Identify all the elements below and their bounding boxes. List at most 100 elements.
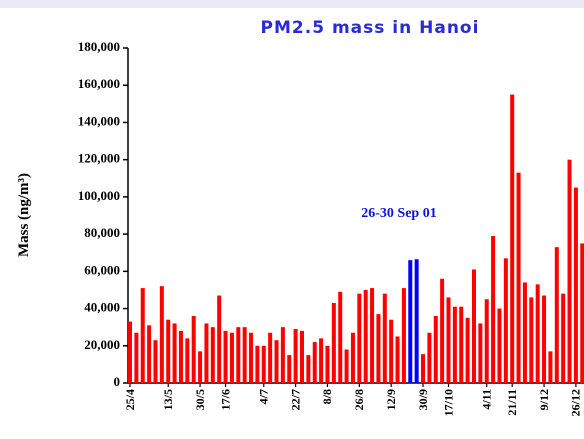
bar <box>261 345 266 383</box>
bar <box>452 306 457 383</box>
bar <box>204 323 209 383</box>
bar <box>223 330 228 383</box>
bar <box>510 94 515 384</box>
bar <box>478 323 483 383</box>
bar <box>268 332 273 383</box>
bar <box>389 319 394 383</box>
x-tick-label: 8/8 <box>320 389 334 404</box>
bar <box>331 302 336 383</box>
bar <box>312 342 317 383</box>
bar <box>465 317 470 383</box>
bar <box>503 258 508 383</box>
x-tick-label: 4/11 <box>479 389 493 410</box>
y-tick-label: 80,000 <box>84 225 120 240</box>
y-tick-label: 100,000 <box>78 188 120 203</box>
bar <box>147 325 152 383</box>
x-tick-label: 25/4 <box>123 389 137 410</box>
bar <box>306 355 311 383</box>
bar <box>229 332 234 383</box>
bar <box>554 247 559 383</box>
bar <box>516 172 521 383</box>
y-axis-label: Mass (ng/m³) <box>16 173 32 257</box>
bar <box>325 345 330 383</box>
bar <box>185 338 190 383</box>
bar <box>529 297 534 383</box>
x-tick-label: 21/11 <box>505 389 519 416</box>
bar <box>395 336 400 383</box>
x-tick-label: 30/5 <box>193 389 207 410</box>
bar <box>471 269 476 383</box>
x-tick-label: 26/12 <box>569 389 583 416</box>
bar <box>166 319 171 383</box>
bar <box>357 293 362 383</box>
bar <box>421 354 426 383</box>
bar <box>217 295 222 383</box>
bar <box>580 243 584 383</box>
bar <box>561 293 566 383</box>
annotation: 26-30 Sep 01 <box>361 206 436 221</box>
bar <box>242 327 247 383</box>
bar <box>255 345 260 383</box>
bar <box>382 293 387 383</box>
x-tick-label: 12/9 <box>384 389 398 410</box>
bar <box>414 259 419 383</box>
y-tick-label: 160,000 <box>78 76 120 91</box>
chart-title: PM2.5 mass in Hanoi <box>261 18 480 38</box>
bar <box>319 338 324 383</box>
bar <box>376 314 381 383</box>
bar <box>191 316 196 383</box>
x-tick-label: 30/9 <box>416 389 430 410</box>
bar <box>370 288 375 383</box>
bar <box>548 351 553 383</box>
bar <box>338 291 343 383</box>
bar <box>491 235 496 383</box>
bar <box>427 332 432 383</box>
bar <box>573 187 578 383</box>
bar <box>299 330 304 383</box>
bar <box>363 289 368 383</box>
y-tick-label: 20,000 <box>84 337 120 352</box>
x-tick-label: 9/12 <box>537 389 551 410</box>
bar <box>350 332 355 383</box>
x-tick-label: 17/10 <box>441 389 455 416</box>
top-strip <box>0 0 584 8</box>
bar <box>249 332 254 383</box>
bar <box>408 260 413 383</box>
bar <box>153 340 158 383</box>
bar <box>198 351 203 383</box>
bar <box>236 327 241 383</box>
bar <box>293 329 298 383</box>
bar <box>172 323 177 383</box>
bar <box>274 340 279 383</box>
bar <box>344 349 349 383</box>
bar <box>210 327 215 383</box>
bar <box>535 284 540 383</box>
x-tick-label: 17/6 <box>218 389 232 410</box>
y-tick-label: 40,000 <box>84 300 120 315</box>
bar <box>287 355 292 383</box>
bar <box>140 288 145 383</box>
bar <box>446 297 451 383</box>
y-tick-label: 180,000 <box>78 39 120 54</box>
bar <box>128 321 132 383</box>
bar <box>542 295 547 383</box>
bar <box>484 299 489 383</box>
bar <box>567 159 572 383</box>
bar <box>440 278 445 383</box>
y-tick-label: 60,000 <box>84 262 120 277</box>
bar <box>134 332 139 383</box>
x-tick-label: 4/7 <box>257 389 271 404</box>
bar <box>459 306 464 383</box>
x-tick-label: 22/7 <box>288 389 302 410</box>
bar <box>401 288 406 383</box>
bar <box>522 282 527 383</box>
y-tick-label: 120,000 <box>78 151 120 166</box>
x-tick-label: 13/5 <box>161 389 175 410</box>
y-tick-label: 0 <box>114 374 121 389</box>
bar <box>280 327 285 383</box>
bar <box>433 316 438 383</box>
x-tick-label: 26/8 <box>352 389 366 410</box>
bar <box>159 286 164 383</box>
bar <box>497 308 502 383</box>
